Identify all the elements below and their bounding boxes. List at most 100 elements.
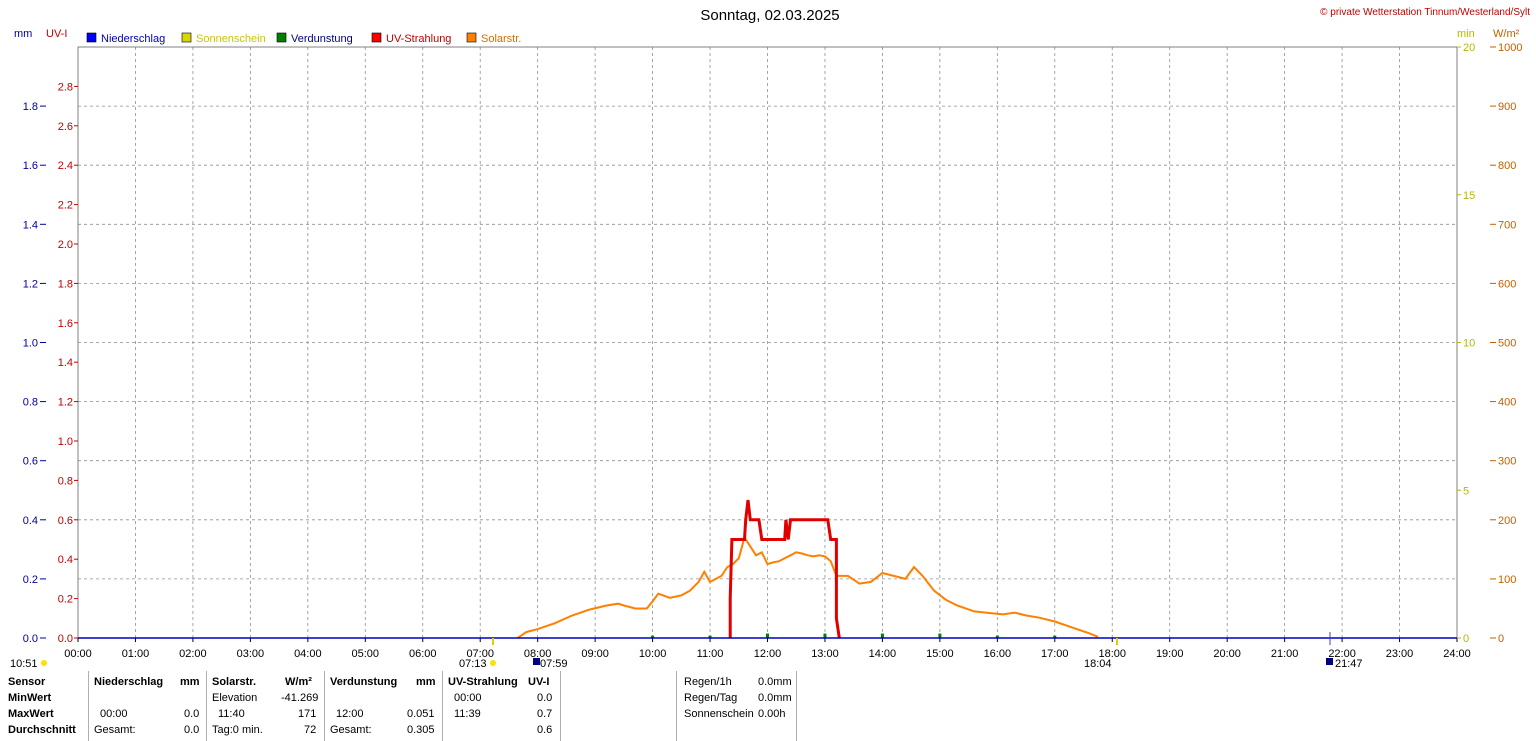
chart-title: Sonntag, 02.03.2025: [700, 7, 839, 24]
uv-tick-label: 0.8: [58, 475, 73, 487]
moonset-icon: [533, 658, 540, 665]
x-tick-label: 04:00: [294, 648, 322, 660]
min-tick-label: 15: [1463, 190, 1475, 202]
wm2-tick-label: 800: [1498, 160, 1516, 172]
x-tick-label: 17:00: [1041, 648, 1069, 660]
wm2-tick-label: 200: [1498, 515, 1516, 527]
x-tick-label: 06:00: [409, 648, 437, 660]
x-tick-label: 24:00: [1443, 648, 1471, 660]
evaporation-bars: [651, 633, 1057, 638]
moonrise-time: 21:47: [1335, 658, 1363, 670]
moonrise-icon: [1326, 658, 1333, 665]
x-tick-label: 21:00: [1271, 648, 1299, 660]
evap-max-value: 0.051: [407, 708, 435, 720]
precip-total-label: Gesamt:: [94, 724, 136, 736]
axis-unit-mm: mm: [14, 28, 32, 40]
legend: Niederschlag Sonnenschein Verdunstung UV-St…: [86, 32, 521, 45]
rain-1h-label: Regen/1h: [684, 676, 732, 688]
uv-tick-label: 0.4: [58, 554, 73, 566]
precip-max-time: 00:00: [100, 708, 128, 720]
solar-header: Solarstr.: [212, 676, 257, 688]
uv-max-value: 0.7: [537, 708, 553, 720]
wm2-tick-label: 1000: [1498, 42, 1522, 54]
x-tick-label: 15:00: [926, 648, 954, 660]
rain-day-value: 0.0mm: [758, 692, 792, 704]
wm2-tick-label: 900: [1498, 101, 1516, 113]
axis-unit-min: min: [1457, 28, 1475, 40]
evap-unit: mm: [416, 676, 436, 688]
x-tick-label: 02:00: [179, 648, 207, 660]
rain-1h-value: 0.0mm: [758, 676, 792, 688]
x-tick-label: 05:00: [352, 648, 380, 660]
uv-min-value: 0.0: [537, 692, 553, 704]
uv-radiation-line: [728, 499, 841, 639]
uv-tick-label: 1.4: [58, 357, 73, 369]
x-tick-label: 20:00: [1213, 648, 1241, 660]
uv-tick-label: 0.6: [58, 515, 73, 527]
uv-avg-value: 0.6: [537, 724, 553, 736]
x-tick-label: 22:00: [1328, 648, 1356, 660]
uv-max-time: 11:39: [454, 708, 481, 720]
mm-tick-label: 0.0: [23, 633, 38, 645]
x-tick-label: 16:00: [984, 648, 1012, 660]
uv-tick-label: 2.6: [58, 121, 73, 133]
mm-tick-label: 0.2: [23, 574, 38, 586]
x-tick-label: 03:00: [237, 648, 265, 660]
wm2-tick-label: 0: [1498, 633, 1504, 645]
legend-label-4: Solarstr.: [481, 33, 521, 45]
wm2-tick-label: 100: [1498, 574, 1516, 586]
mm-tick-label: 1.4: [23, 219, 38, 231]
legend-label-3: UV-Strahlung: [386, 33, 451, 45]
copyright-text: © private Wetterstation Tinnum/Westerlan…: [1320, 7, 1530, 18]
x-tick-label: 13:00: [811, 648, 839, 660]
min-tick-label: 0: [1463, 633, 1469, 645]
x-tick-label: 19:00: [1156, 648, 1184, 660]
min-tick-label: 5: [1463, 485, 1469, 497]
x-tick-label: 09:00: [581, 648, 609, 660]
evap-bar: [766, 633, 769, 638]
uv-tick-label: 2.4: [58, 160, 73, 172]
mm-tick-label: 0.4: [23, 515, 38, 527]
weather-chart: Sonntag, 02.03.2025 © private Wetterstat…: [10, 7, 1530, 670]
solar-min-value: -41.269: [281, 692, 319, 704]
evap-bar: [880, 633, 884, 638]
x-tick-label: 11:00: [697, 648, 724, 660]
min-row-label: MinWert: [8, 692, 52, 704]
sun-icon: [41, 660, 47, 666]
mm-tick-label: 1.2: [23, 278, 38, 290]
uv-tick-label: 2.0: [58, 239, 73, 251]
mm-tick-label: 0.8: [23, 397, 38, 409]
solar-min-label: Elevation: [212, 692, 258, 704]
x-tick-label: 14:00: [869, 648, 897, 660]
min-tick-label: 20: [1463, 42, 1475, 54]
axis-ticks: 00:00 01:00 02:00 03:00 04:00 05:00 06:00 07:00…: [23, 42, 1523, 660]
sensor-header: Sensor: [8, 676, 46, 688]
evap-max-time: 12:00: [336, 708, 364, 720]
mm-tick-label: 0.6: [23, 456, 38, 468]
solar-max-time: 11:40: [218, 708, 245, 720]
uv-tick-label: 0.2: [58, 594, 73, 606]
sunshine-value: 0.00h: [758, 708, 786, 720]
sunrise-time: 07:13: [459, 658, 487, 670]
legend-swatch-4: [466, 32, 477, 43]
uv-tick-label: 2.2: [58, 200, 73, 212]
mm-tick-label: 1.0: [23, 338, 38, 350]
x-tick-label: 18:00: [1098, 648, 1126, 660]
evap-bar: [995, 635, 999, 638]
mm-tick-label: 1.6: [23, 160, 38, 172]
x-tick-label: 23:00: [1386, 648, 1414, 660]
evap-header: Verdunstung: [330, 676, 398, 688]
wm2-tick-label: 500: [1498, 338, 1516, 350]
legend-label-1: Sonnenschein: [196, 33, 266, 45]
wm2-tick-label: 700: [1498, 219, 1516, 231]
legend-label-0: Niederschlag: [101, 33, 165, 45]
legend-label-2: Verdunstung: [291, 33, 353, 45]
grid: [78, 47, 1457, 638]
precip-header: Niederschlag: [94, 676, 164, 688]
sunset-time: 18:04: [1084, 658, 1112, 670]
uv-unit: UV-I: [528, 676, 550, 688]
uv-tick-label: 2.8: [58, 81, 73, 93]
uv-tick-label: 1.2: [58, 397, 73, 409]
moonrise-left-time: 10:51: [10, 658, 38, 670]
x-tick-label: 00:00: [64, 648, 92, 660]
